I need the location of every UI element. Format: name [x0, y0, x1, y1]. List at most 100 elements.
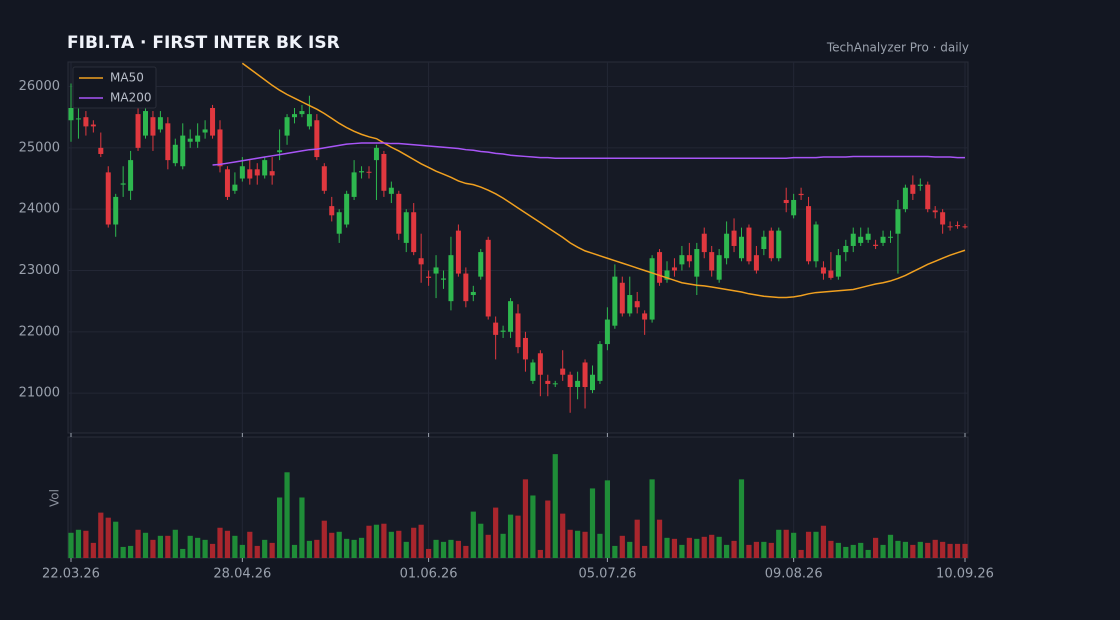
candle-body	[791, 199, 797, 216]
volume-bar	[820, 525, 827, 558]
volume-bar	[716, 536, 722, 558]
candle-body	[239, 166, 245, 179]
candle-body	[329, 206, 335, 216]
ma-line	[241, 62, 966, 299]
candle-body	[470, 291, 476, 296]
candle-body	[232, 184, 238, 191]
legend-label: MA200	[110, 91, 151, 105]
volume-bar	[887, 534, 894, 558]
candle-body	[619, 282, 625, 314]
candle-body	[902, 187, 908, 210]
moving-averages	[212, 62, 966, 299]
volume-bars	[68, 454, 968, 558]
volume-bar	[582, 531, 588, 558]
volume-bar	[530, 495, 536, 558]
candle-body	[210, 107, 216, 136]
candle-body	[172, 144, 178, 164]
candle-body	[515, 313, 521, 348]
candle-body	[925, 184, 931, 210]
volume-bar	[433, 539, 439, 558]
source-label: TechAnalyzer Pro · daily	[826, 41, 969, 55]
volume-bar	[805, 531, 812, 558]
candle-body	[545, 380, 551, 384]
candle-body	[463, 273, 469, 302]
volume-bar	[954, 543, 961, 558]
candle-body	[567, 374, 573, 388]
candle-body	[187, 138, 193, 142]
candle-body	[746, 227, 752, 262]
volume-bar	[195, 537, 201, 558]
volume-bar	[671, 538, 678, 558]
volume-bar	[299, 497, 305, 558]
volume-bar	[366, 525, 372, 558]
volume-bar	[396, 530, 402, 558]
y-tick-label: 23000	[19, 263, 60, 278]
candle-body	[180, 135, 186, 167]
volume-bar	[277, 497, 283, 558]
candle-body	[105, 172, 111, 225]
volume-bar	[247, 531, 253, 558]
volume-bar	[68, 532, 74, 558]
candle-body	[217, 129, 223, 167]
volume-bar	[515, 515, 521, 558]
candle-body	[433, 267, 439, 274]
candle-body	[880, 236, 886, 243]
candle-body	[75, 118, 81, 120]
candle-body	[493, 322, 499, 335]
volume-bar	[560, 513, 566, 558]
volume-bar	[455, 540, 461, 558]
candle-body	[388, 187, 394, 194]
volume-bar	[738, 479, 745, 558]
candle-body	[582, 362, 588, 388]
volume-bar	[411, 527, 417, 558]
candle-body	[604, 319, 610, 345]
candle-body	[850, 233, 856, 246]
candle-body	[753, 255, 759, 271]
volume-bar	[98, 512, 104, 558]
volume-bar	[113, 521, 119, 558]
candle-body	[247, 169, 253, 179]
candle-body	[165, 123, 171, 161]
y-tick-label: 26000	[19, 79, 60, 94]
volume-bar	[813, 531, 819, 558]
volume-bar	[388, 531, 394, 558]
candle-body	[590, 374, 595, 391]
candle-body	[314, 120, 320, 158]
candle-body	[686, 255, 692, 262]
volume-bar	[239, 544, 245, 558]
volume-axis-label: Vol	[48, 489, 62, 507]
volume-bar	[880, 544, 886, 558]
candle-body	[761, 236, 767, 250]
candle-body	[716, 255, 722, 280]
candle-body	[485, 239, 491, 317]
candle-body	[575, 380, 581, 388]
volume-bar	[500, 533, 506, 558]
volume-bar	[493, 507, 499, 558]
volume-bar	[351, 539, 357, 558]
legend: MA50 MA200	[72, 66, 157, 109]
volume-bar	[142, 532, 149, 558]
candle-body	[843, 245, 849, 253]
x-tick-label: 28.04.26	[213, 567, 271, 582]
volume-bar	[135, 529, 141, 558]
candle-body	[254, 169, 260, 176]
candle-body	[873, 244, 879, 246]
candle-body	[113, 196, 119, 225]
volume-bar	[165, 535, 171, 558]
x-tick-label: 01.06.26	[400, 567, 458, 582]
volume-bar	[105, 517, 111, 558]
volume-bar	[664, 537, 670, 558]
candle-body	[634, 301, 640, 308]
candle-body	[195, 135, 201, 142]
volume-bar	[768, 542, 774, 558]
volume-bar	[850, 544, 856, 558]
candle-body	[359, 171, 365, 173]
volume-bar	[940, 541, 946, 558]
candle-body	[411, 212, 417, 253]
volume-bar	[291, 544, 298, 558]
candle-body	[858, 236, 864, 243]
candle-body	[351, 172, 357, 197]
candle-body	[612, 276, 618, 326]
y-tick-label: 25000	[19, 140, 60, 155]
